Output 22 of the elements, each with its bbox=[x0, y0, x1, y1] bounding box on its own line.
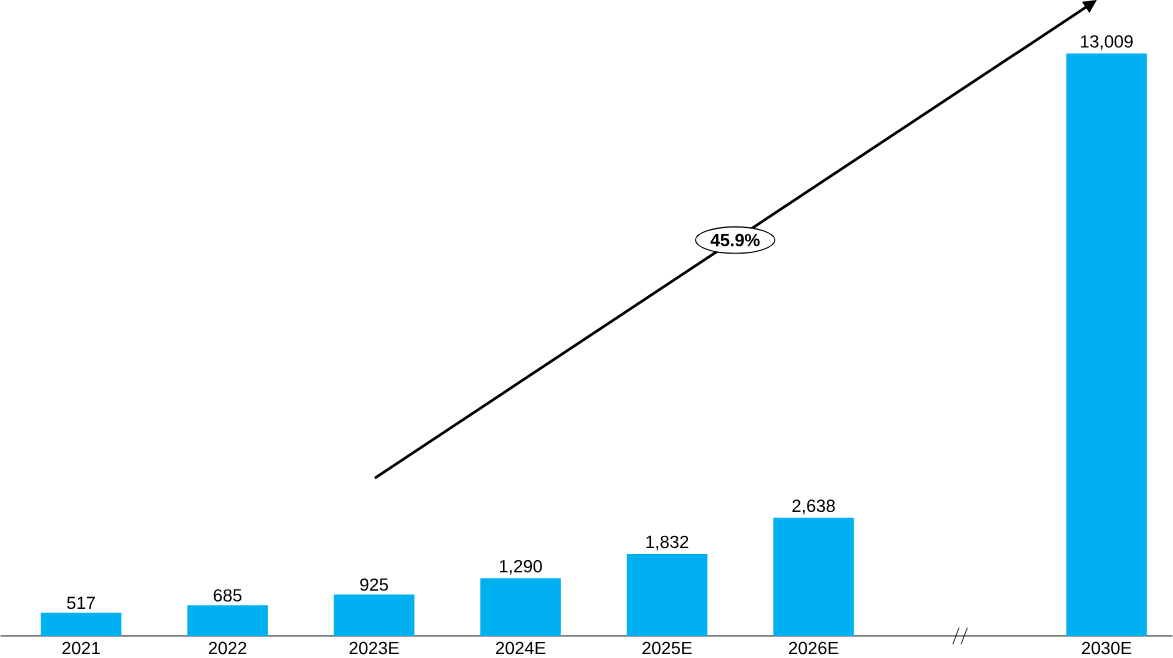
x-tick-label: 2022 bbox=[208, 641, 247, 655]
x-tick-label: 2021 bbox=[62, 641, 100, 655]
x-tick-label: 2023E bbox=[349, 641, 399, 655]
bar bbox=[626, 554, 708, 637]
bar bbox=[1066, 53, 1147, 637]
data-label: 925 bbox=[360, 578, 389, 591]
data-label: 1,290 bbox=[499, 560, 542, 575]
bar bbox=[773, 517, 854, 637]
bar bbox=[480, 578, 561, 637]
x-tick-label: 2026E bbox=[789, 641, 839, 655]
data-label: 517 bbox=[67, 596, 95, 610]
x-tick-label: 2030E bbox=[1082, 641, 1132, 655]
annotation: 45.9% bbox=[710, 234, 760, 247]
data-label: 13,009 bbox=[1081, 35, 1133, 50]
data-label: 685 bbox=[213, 589, 242, 602]
data-label: 1,832 bbox=[646, 535, 689, 551]
data-label: 2,638 bbox=[792, 499, 835, 515]
bar bbox=[40, 612, 122, 637]
bar bbox=[187, 605, 268, 637]
x-tick-label: 2024E bbox=[496, 641, 546, 655]
bar bbox=[333, 594, 415, 637]
x-tick-label: 2025E bbox=[642, 641, 692, 655]
